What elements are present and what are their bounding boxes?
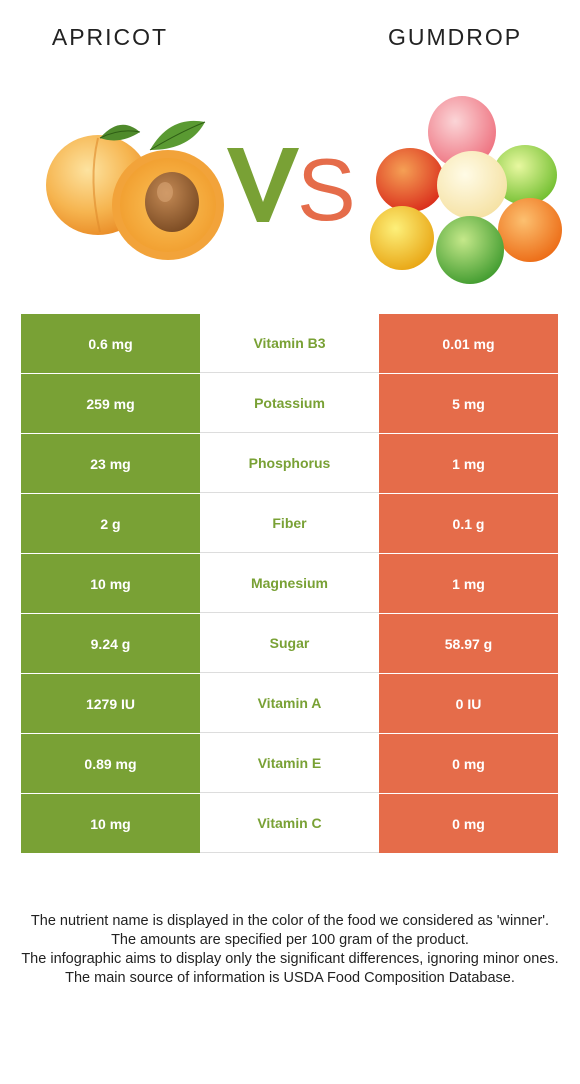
left-value: 9.24 g (21, 614, 200, 673)
footnote-line-2: The amounts are specified per 100 gram o… (111, 932, 469, 948)
left-value: 259 mg (21, 374, 200, 433)
nutrient-name: Magnesium (200, 554, 379, 613)
right-value: 0.1 g (379, 494, 558, 553)
nutrient-comparison-table: 0.6 mg Vitamin B3 0.01 mg 259 mg Potassium 5 … (21, 314, 558, 854)
table-row: 23 mg Phosphorus 1 mg (21, 434, 558, 494)
nutrient-name: Vitamin C (200, 794, 379, 853)
left-value: 10 mg (21, 554, 200, 613)
left-food-title: APRICOT (51, 24, 169, 50)
nutrient-name: Sugar (200, 614, 379, 673)
right-value: 1 mg (379, 554, 558, 613)
right-food-title: GUMDROP (387, 24, 523, 50)
apricot-image (46, 120, 224, 260)
table-row: 9.24 g Sugar 58.97 g (21, 614, 558, 674)
nutrient-name: Potassium (200, 374, 379, 433)
right-value: 0 IU (379, 674, 558, 733)
right-value: 1 mg (379, 434, 558, 493)
footnote: The nutrient name is displayed in the co… (20, 912, 560, 988)
nutrient-name: Vitamin B3 (200, 314, 379, 373)
table-row: 259 mg Potassium 5 mg (21, 374, 558, 434)
table-row: 10 mg Magnesium 1 mg (21, 554, 558, 614)
left-value: 0.6 mg (21, 314, 200, 373)
vs-s-letter: S (297, 140, 355, 230)
nutrient-name: Vitamin E (200, 734, 379, 793)
left-value: 10 mg (21, 794, 200, 853)
footnote-line-3: The infographic aims to display only the… (21, 951, 559, 967)
table-row: 0.6 mg Vitamin B3 0.01 mg (21, 314, 558, 374)
gumdrop-image (370, 96, 562, 284)
footnote-line-4: The main source of information is USDA F… (65, 970, 515, 986)
left-value: 0.89 mg (21, 734, 200, 793)
nutrient-name: Fiber (200, 494, 379, 553)
left-value: 23 mg (21, 434, 200, 493)
footnote-line-1: The nutrient name is displayed in the co… (30, 913, 550, 929)
table-row: 2 g Fiber 0.1 g (21, 494, 558, 554)
right-value: 0.01 mg (379, 314, 558, 373)
right-value: 0 mg (379, 734, 558, 793)
nutrient-name: Phosphorus (200, 434, 379, 493)
left-value: 2 g (21, 494, 200, 553)
right-value: 58.97 g (379, 614, 558, 673)
right-value: 0 mg (379, 794, 558, 853)
nutrient-name: Vitamin A (200, 674, 379, 733)
vs-label: S (227, 140, 355, 230)
left-value: 1279 IU (21, 674, 200, 733)
right-value: 5 mg (379, 374, 558, 433)
